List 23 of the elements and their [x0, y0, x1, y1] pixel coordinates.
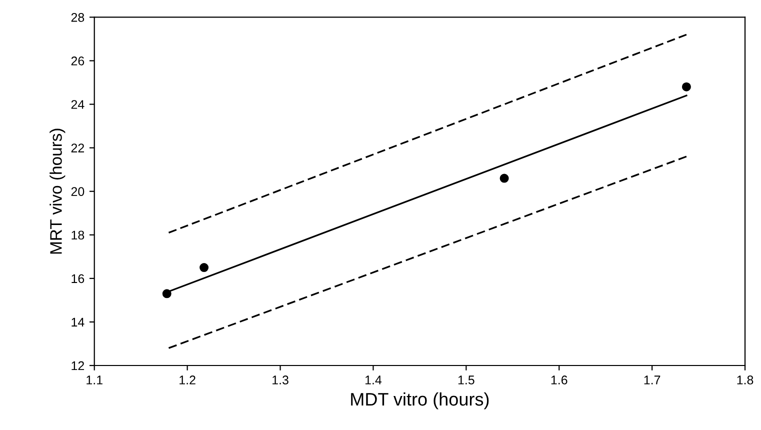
point [682, 82, 691, 92]
x-tick-label: 1.4 [365, 376, 382, 384]
x-tick-label: 1.8 [737, 376, 754, 384]
y-tick-label: 24 [71, 100, 84, 109]
y-tick-label: 28 [71, 13, 84, 22]
y-tick-label: 12 [72, 361, 84, 370]
y-tick-label: 16 [72, 274, 84, 284]
y-axis-title: MRT vivo (hours) [50, 128, 66, 254]
x-tick-label: 1.3 [272, 376, 288, 384]
point [500, 174, 509, 183]
y-tick-label: 14 [72, 318, 84, 326]
x-tick-label: 1.5 [458, 376, 474, 384]
y-tick-label: 26 [71, 56, 84, 66]
x-tick-label: 1.7 [644, 376, 660, 384]
x-tick-label: 1.2 [180, 376, 196, 384]
point [200, 263, 209, 272]
point [162, 289, 172, 298]
y-tick-label: 18 [72, 230, 84, 240]
x-axis-title: MDT vitro (hours) [351, 392, 489, 410]
y-tick-label: 20 [71, 187, 84, 196]
x-tick-label: 1.1 [86, 376, 102, 384]
y-tick-label: 22 [71, 144, 84, 152]
x-tick-label: 1.6 [551, 376, 568, 384]
